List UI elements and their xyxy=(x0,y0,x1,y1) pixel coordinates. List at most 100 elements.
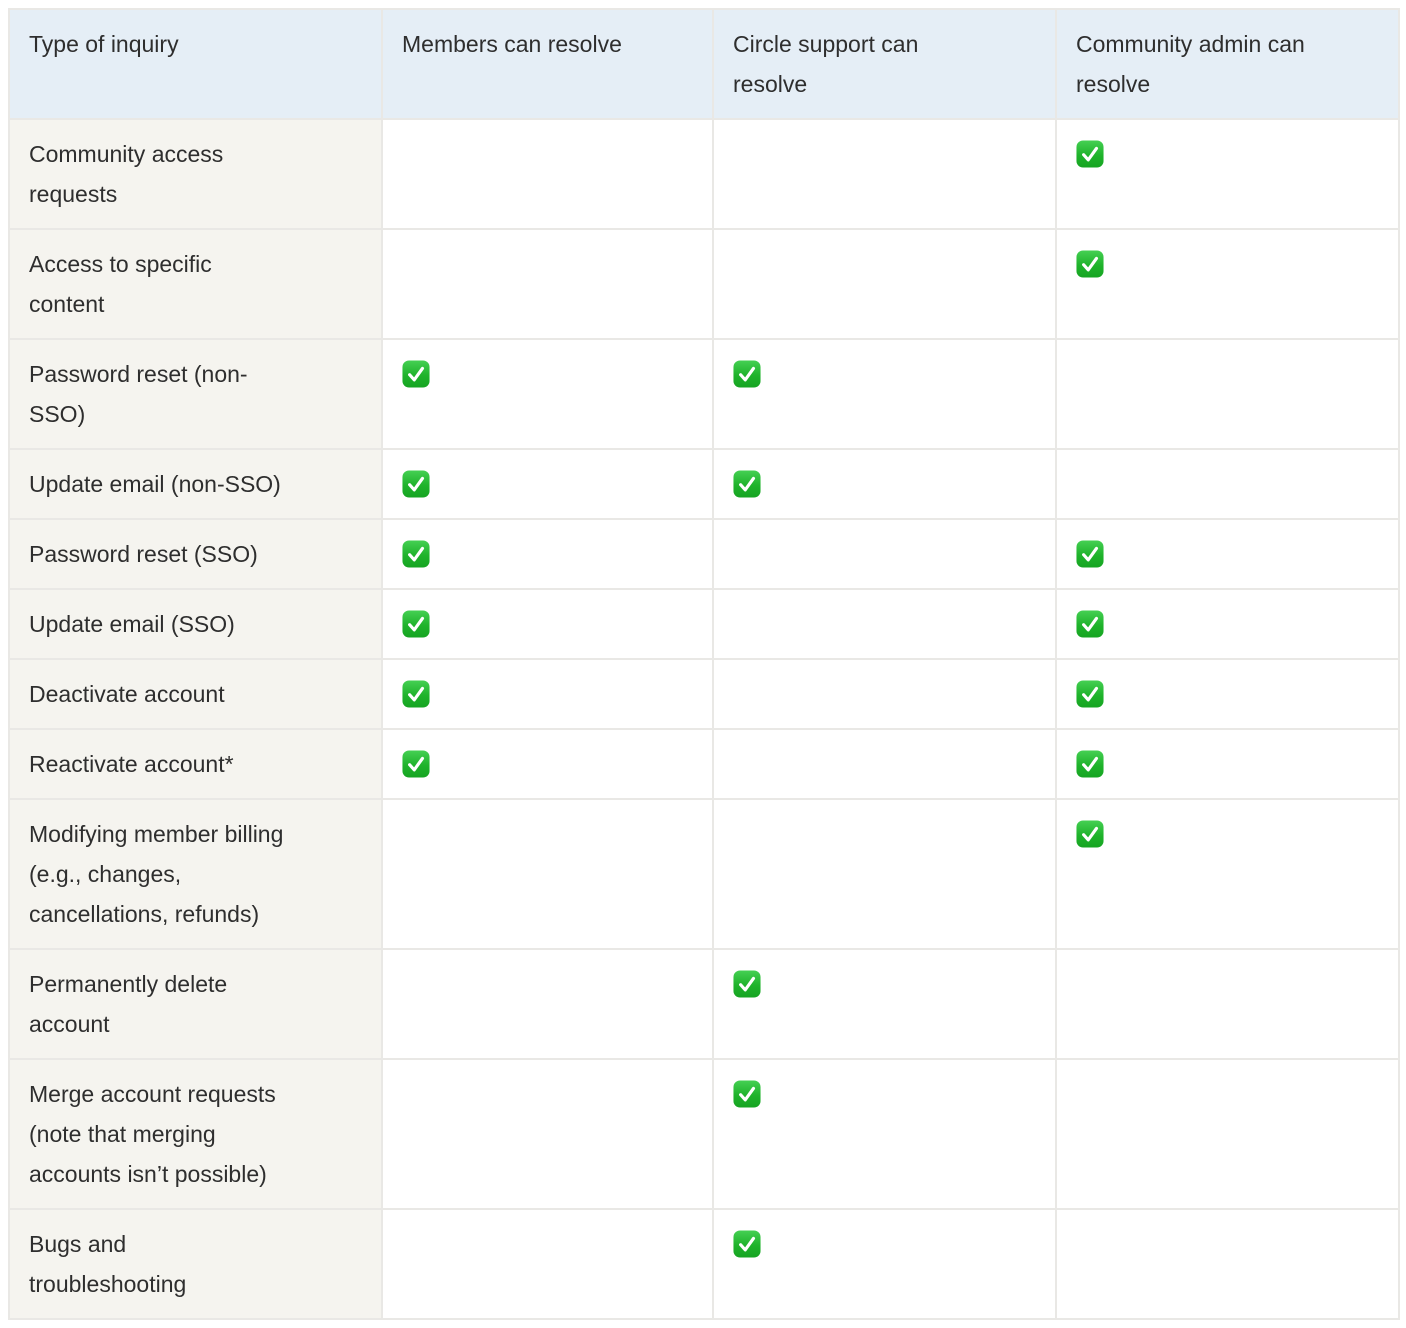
circle-support-resolve-cell xyxy=(712,658,1057,730)
circle-support-resolve-cell xyxy=(712,448,1057,520)
table-row: Permanently delete account xyxy=(8,948,1400,1060)
circle-support-resolve-cell xyxy=(712,518,1057,590)
column-header-community-admin-can-resolve: Community admin can resolve xyxy=(1055,8,1400,120)
inquiry-type-label: Update email (non-SSO) xyxy=(29,471,281,497)
table-header: Type of inquiry Members can resolve Circ… xyxy=(8,8,1400,120)
members-resolve-cell xyxy=(381,588,714,660)
members-resolve-cell xyxy=(381,518,714,590)
members-resolve-cell xyxy=(381,658,714,730)
check-mark-icon xyxy=(1076,140,1104,168)
members-resolve-cell xyxy=(381,118,714,230)
table-row: Update email (non-SSO) xyxy=(8,448,1400,520)
check-mark-icon xyxy=(402,540,430,568)
check-mark-icon xyxy=(1076,820,1104,848)
table-row: Modifying member billing (e.g., changes,… xyxy=(8,798,1400,950)
inquiry-type-label: Bugs and troubleshooting xyxy=(29,1231,187,1297)
circle-support-resolve-cell xyxy=(712,118,1057,230)
inquiry-type-cell: Deactivate account xyxy=(8,658,383,730)
circle-support-resolve-cell xyxy=(712,1208,1057,1320)
check-mark-icon xyxy=(1076,680,1104,708)
circle-support-resolve-cell xyxy=(712,798,1057,950)
inquiry-type-cell: Password reset (SSO) xyxy=(8,518,383,590)
members-resolve-cell xyxy=(381,338,714,450)
community-admin-resolve-cell xyxy=(1055,658,1400,730)
inquiry-type-cell: Password reset (non-SSO) xyxy=(8,338,383,450)
members-resolve-cell xyxy=(381,228,714,340)
column-header-label: Type of inquiry xyxy=(29,31,179,57)
inquiry-type-cell: Update email (SSO) xyxy=(8,588,383,660)
check-mark-icon xyxy=(402,470,430,498)
table-row: Password reset (SSO) xyxy=(8,518,1400,590)
circle-support-resolve-cell xyxy=(712,338,1057,450)
check-mark-icon xyxy=(733,1080,761,1108)
community-admin-resolve-cell xyxy=(1055,118,1400,230)
inquiry-type-cell: Access to specific content xyxy=(8,228,383,340)
inquiry-type-label: Update email (SSO) xyxy=(29,611,235,637)
check-mark-icon xyxy=(1076,250,1104,278)
table-row: Update email (SSO) xyxy=(8,588,1400,660)
table-row: Reactivate account* xyxy=(8,728,1400,800)
check-mark-icon xyxy=(1076,540,1104,568)
check-mark-icon xyxy=(733,360,761,388)
members-resolve-cell xyxy=(381,948,714,1060)
inquiry-type-label: Merge account requests (note that mergin… xyxy=(29,1081,276,1187)
support-permissions-table: Type of inquiry Members can resolve Circ… xyxy=(8,8,1400,1320)
table-row: Community access requests xyxy=(8,118,1400,230)
permissions-table-body: Community access requests Access to spec… xyxy=(8,118,1400,1320)
community-admin-resolve-cell xyxy=(1055,588,1400,660)
community-admin-resolve-cell xyxy=(1055,728,1400,800)
check-mark-icon xyxy=(402,680,430,708)
members-resolve-cell xyxy=(381,798,714,950)
inquiry-type-label: Community access requests xyxy=(29,141,224,207)
column-header-members-can-resolve: Members can resolve xyxy=(381,8,714,120)
inquiry-type-label: Access to specific content xyxy=(29,251,212,317)
circle-support-resolve-cell xyxy=(712,228,1057,340)
table-row: Access to specific content xyxy=(8,228,1400,340)
inquiry-type-cell: Permanently delete account xyxy=(8,948,383,1060)
check-mark-icon xyxy=(1076,750,1104,778)
check-mark-icon xyxy=(733,970,761,998)
members-resolve-cell xyxy=(381,1208,714,1320)
members-resolve-cell xyxy=(381,728,714,800)
column-header-label: Members can resolve xyxy=(402,31,622,57)
check-mark-icon xyxy=(402,610,430,638)
community-admin-resolve-cell xyxy=(1055,948,1400,1060)
community-admin-resolve-cell xyxy=(1055,338,1400,450)
circle-support-resolve-cell xyxy=(712,948,1057,1060)
community-admin-resolve-cell xyxy=(1055,1058,1400,1210)
circle-support-resolve-cell xyxy=(712,588,1057,660)
table-row: Bugs and troubleshooting xyxy=(8,1208,1400,1320)
table-row: Merge account requests (note that mergin… xyxy=(8,1058,1400,1210)
members-resolve-cell xyxy=(381,448,714,520)
check-mark-icon xyxy=(402,750,430,778)
community-admin-resolve-cell xyxy=(1055,1208,1400,1320)
table-row: Password reset (non-SSO) xyxy=(8,338,1400,450)
inquiry-type-label: Reactivate account* xyxy=(29,751,234,777)
members-resolve-cell xyxy=(381,1058,714,1210)
column-header-label: Circle support can resolve xyxy=(733,31,919,97)
check-mark-icon xyxy=(733,1230,761,1258)
inquiry-type-label: Deactivate account xyxy=(29,681,225,707)
inquiry-type-cell: Update email (non-SSO) xyxy=(8,448,383,520)
inquiry-type-label: Password reset (non-SSO) xyxy=(29,361,248,427)
column-header-type-of-inquiry: Type of inquiry xyxy=(8,8,383,120)
community-admin-resolve-cell xyxy=(1055,798,1400,950)
inquiry-type-label: Password reset (SSO) xyxy=(29,541,258,567)
community-admin-resolve-cell xyxy=(1055,448,1400,520)
inquiry-type-cell: Merge account requests (note that mergin… xyxy=(8,1058,383,1210)
community-admin-resolve-cell xyxy=(1055,228,1400,340)
inquiry-type-label: Permanently delete account xyxy=(29,971,228,1037)
inquiry-type-cell: Reactivate account* xyxy=(8,728,383,800)
inquiry-type-label: Modifying member billing (e.g., changes,… xyxy=(29,821,284,927)
inquiry-type-cell: Community access requests xyxy=(8,118,383,230)
inquiry-type-cell: Bugs and troubleshooting xyxy=(8,1208,383,1320)
table-row: Deactivate account xyxy=(8,658,1400,730)
check-mark-icon xyxy=(402,360,430,388)
header-row: Type of inquiry Members can resolve Circ… xyxy=(8,8,1400,120)
circle-support-resolve-cell xyxy=(712,728,1057,800)
check-mark-icon xyxy=(1076,610,1104,638)
circle-support-resolve-cell xyxy=(712,1058,1057,1210)
inquiry-type-cell: Modifying member billing (e.g., changes,… xyxy=(8,798,383,950)
column-header-circle-support-can-resolve: Circle support can resolve xyxy=(712,8,1057,120)
